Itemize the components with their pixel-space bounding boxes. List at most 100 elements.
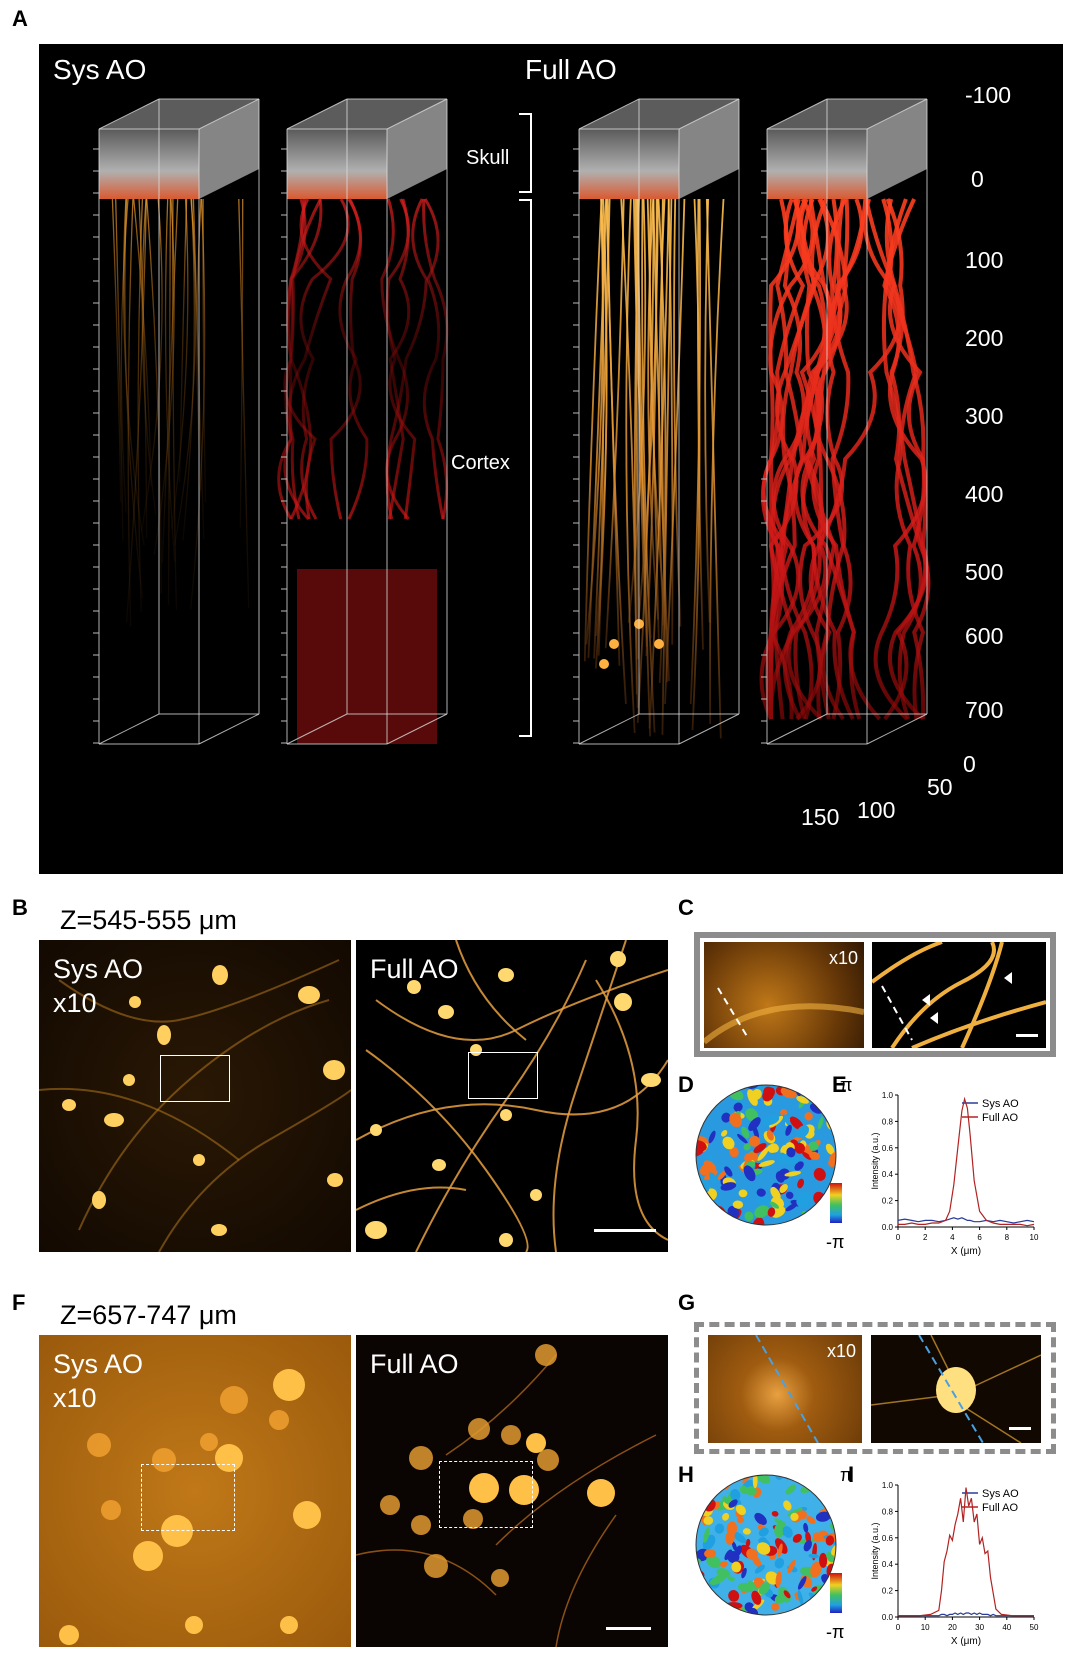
panel-label-i: I [848, 1462, 855, 1487]
y-tick-label: 0.0 [882, 1223, 894, 1232]
phase-patch [701, 1209, 713, 1220]
dendrite [173, 198, 197, 546]
phase-patch [722, 1136, 735, 1150]
dendrite [652, 198, 670, 682]
phase-patch [696, 1085, 701, 1097]
region-brackets [519, 113, 532, 737]
panel-d-wavefront [695, 1084, 842, 1226]
sys-ao-label-b-line1: Sys AO [53, 954, 144, 984]
dendrite [634, 198, 640, 708]
vessel [775, 198, 855, 720]
phase-patch [724, 1166, 733, 1177]
phase-patch [785, 1484, 797, 1495]
wireframe-edge [286, 713, 348, 745]
sys-zoom-noise [704, 987, 864, 1045]
phase-patch [801, 1475, 817, 1480]
dendrite [125, 198, 147, 623]
depth-tick: 400 [965, 481, 1004, 507]
y-tick-label: 1.0 [882, 1091, 894, 1100]
phase-patch [702, 1209, 719, 1217]
wireframe-edge [286, 98, 348, 130]
depth-tick: 600 [965, 623, 1004, 649]
phase-patch [696, 1478, 703, 1491]
phase-patch [756, 1188, 766, 1197]
phase-patch [728, 1590, 740, 1602]
phase-patch [806, 1516, 816, 1524]
base-tick-50: 50 [927, 774, 953, 800]
phase-patch [706, 1555, 721, 1569]
y-tick-label: 1.0 [882, 1481, 894, 1490]
x-tick-label: 6 [977, 1233, 982, 1242]
phase-patch [831, 1545, 836, 1556]
dendrite [115, 198, 124, 541]
volume-box [277, 98, 449, 745]
phase-patch [796, 1125, 810, 1138]
phase-patch [775, 1571, 782, 1588]
x-tick-label: 50 [1030, 1623, 1039, 1632]
panel-f-full-ao-image: Full AO [356, 1335, 668, 1647]
x-tick-label: 0 [896, 1623, 901, 1632]
phase-patch [754, 1205, 770, 1218]
dendrite [182, 198, 195, 541]
y-tick-label: 0.2 [882, 1587, 894, 1596]
skull-layer [767, 129, 867, 199]
phase-patch [696, 1111, 702, 1121]
dendrite [238, 198, 250, 609]
vessel [422, 198, 449, 520]
phase-patch [720, 1182, 737, 1191]
dendrite [138, 198, 148, 539]
phase-patch [817, 1116, 824, 1130]
wireframe-edge [198, 98, 260, 130]
phase-max-d: π [840, 1075, 853, 1095]
dendrite [633, 198, 652, 639]
full-ao-cells-f [356, 1344, 657, 1647]
phase-patch [745, 1486, 757, 1496]
volume-box [93, 98, 260, 745]
x-tick-label: 8 [1005, 1233, 1010, 1242]
phase-patch [751, 1590, 762, 1605]
phase-patch [774, 1518, 787, 1527]
phase-min-d: -π [826, 1232, 845, 1252]
phase-patch [790, 1512, 799, 1522]
phase-patch [783, 1500, 792, 1511]
y-axis-label: Intensity (a.u.) [870, 1132, 880, 1189]
vessel [283, 198, 317, 520]
phase-patch [696, 1204, 701, 1216]
phase-patch [743, 1165, 756, 1182]
roi-box [468, 1052, 538, 1099]
depth-tick: 200 [965, 325, 1004, 351]
phase-patch [754, 1512, 767, 1526]
depth-tick: 700 [965, 697, 1004, 723]
phase-patch [811, 1586, 818, 1592]
wireframe-edge [98, 98, 160, 130]
phase-patch [703, 1085, 711, 1093]
y-tick-label: 0.0 [882, 1613, 894, 1622]
wireframe-edge [578, 98, 640, 130]
dendrite [127, 198, 134, 627]
y-tick-label: 0.4 [882, 1170, 894, 1179]
phase-patch [751, 1088, 762, 1100]
phase-patch [803, 1522, 809, 1533]
wireframe-edge [678, 713, 740, 745]
phase-patch [787, 1559, 796, 1574]
phase-patch [708, 1130, 716, 1144]
phase-patch [798, 1475, 809, 1481]
phase-patch [800, 1085, 811, 1093]
phase-patch [707, 1208, 719, 1218]
phase-patch [700, 1164, 711, 1176]
volume-box [759, 98, 931, 745]
panel-e-plot: 0.0 0.2 0.4 0.6 0.8 1.0 0 2 4 6 8 10 X (μm) Intensity… [870, 1091, 1039, 1257]
sys-ao-label-f-line1: Sys AO [53, 1349, 144, 1379]
dendrite [587, 198, 607, 659]
phase-patch [758, 1527, 769, 1537]
dendrite [178, 198, 188, 483]
phase-patch [798, 1220, 810, 1225]
vessel [881, 198, 928, 721]
phase-patch [722, 1496, 732, 1505]
depth-tick: 300 [965, 403, 1004, 429]
sys-ao-label: Sys AO [53, 54, 147, 85]
phase-patch [812, 1475, 820, 1481]
phase-patch [810, 1561, 822, 1578]
x-tick-label: 10 [921, 1623, 930, 1632]
y-tick-label: 0.6 [882, 1144, 894, 1153]
